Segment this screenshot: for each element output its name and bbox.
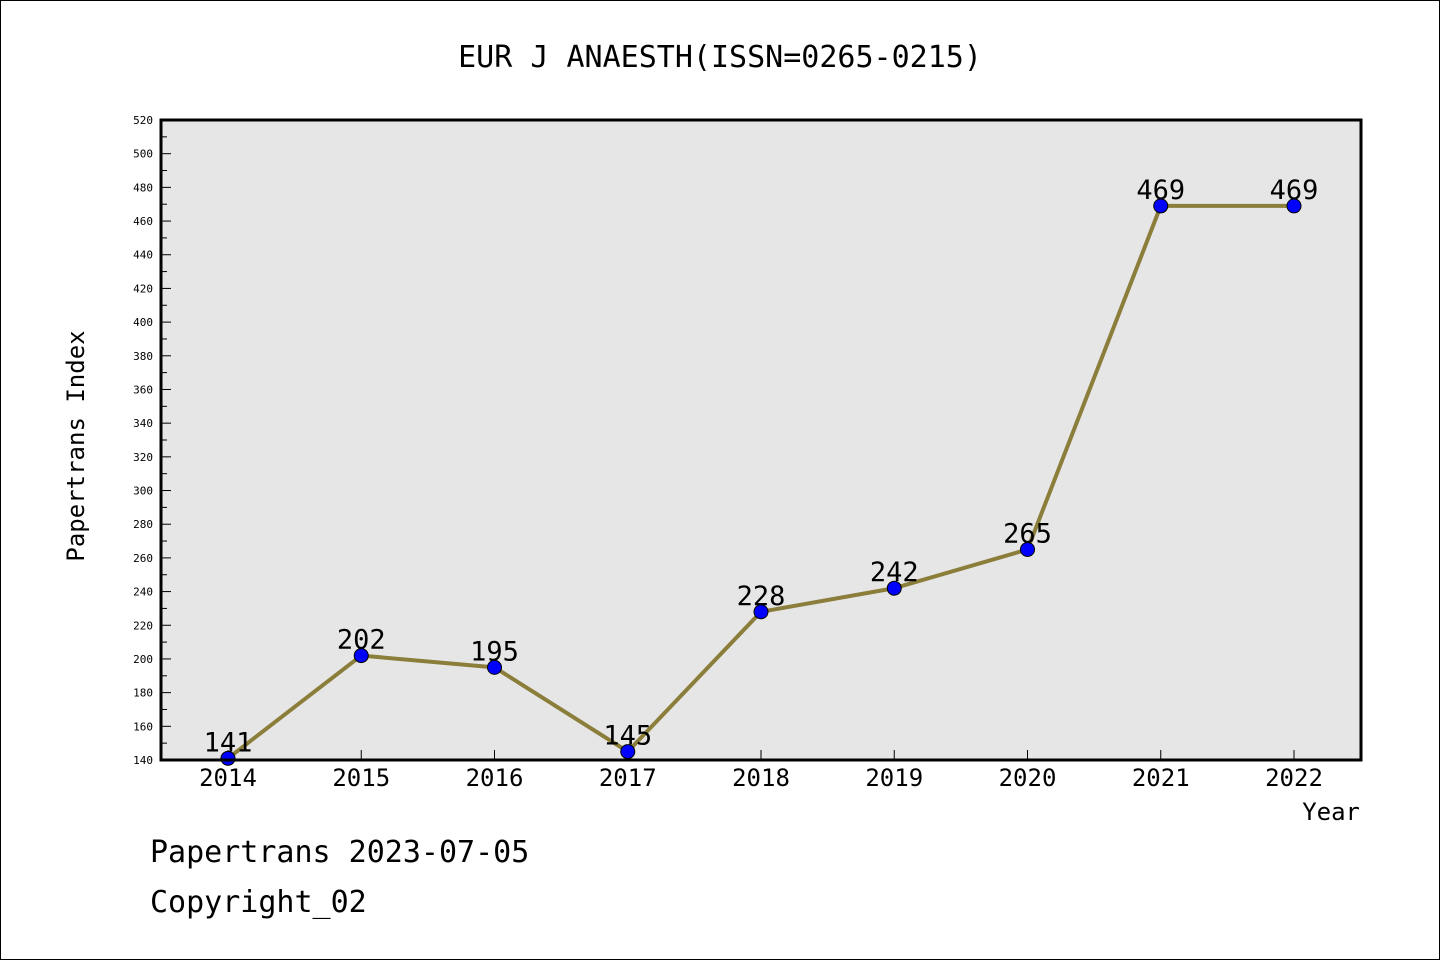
data-point-marker [220,750,236,766]
data-point-marker [487,659,502,675]
y-tick-label: 240 [133,586,153,599]
x-tick-label: 2015 [332,764,390,792]
y-tick-label: 260 [133,552,153,565]
y-tick-label: 440 [133,249,153,262]
y-tick-label: 400 [133,316,153,329]
y-tick-label: 520 [133,114,153,127]
y-tick-label: 500 [133,148,153,161]
x-axis-ticks: 2014 2015 2016 2017 2018 2019 2020 2021 2022 [199,750,1323,792]
y-axis-label: Papertrans Index [62,330,90,561]
x-tick-label: 2021 [1132,764,1190,792]
data-label: 195 [470,636,519,667]
y-tick-label: 420 [133,282,153,295]
data-point-marker [1020,541,1035,557]
footer-date-text: Papertrans 2023-07-05 [150,835,530,870]
x-tick-label: 2016 [466,764,524,792]
y-tick-label: 360 [133,383,153,396]
x-tick-label: 2014 [199,764,257,792]
data-label: 265 [1003,518,1052,549]
data-label: 145 [603,721,652,752]
data-label: 469 [1270,175,1319,206]
y-tick-label: 460 [133,215,153,228]
data-label: 202 [337,625,386,656]
data-label: 242 [870,557,919,588]
data-point-marker [886,580,902,596]
y-tick-label: 180 [133,687,153,700]
data-label: 228 [737,581,786,612]
y-tick-label: 220 [133,619,153,632]
x-tick-label: 2022 [1265,764,1323,792]
data-points [220,198,1302,766]
x-tick-label: 2019 [865,764,923,792]
data-label: 469 [1136,175,1185,206]
plot-border [159,118,1363,762]
chart-title: EUR J ANAESTH(ISSN=0265-0215) [458,40,982,75]
x-tick-label: 2018 [732,764,790,792]
x-tick-label: 2020 [999,764,1057,792]
y-tick-label: 280 [133,518,153,531]
data-labels: 141 202 195 145 228 242 265 469 469 [204,175,1319,758]
y-tick-label: 160 [133,720,153,733]
y-tick-label: 380 [133,350,153,363]
data-point-marker [1153,198,1169,214]
x-axis-label: Year [1302,798,1360,826]
footer-copyright-text: Copyright_02 [150,885,367,920]
x-tick-label: 2017 [599,764,657,792]
y-tick-label: 320 [133,451,153,464]
y-tick-label: 300 [133,485,153,498]
data-point-marker [753,604,769,620]
y-axis-ticks: 140 160 180 200 220 240 260 280 300 320 340 360 380 4… [133,114,171,767]
y-tick-label: 140 [133,754,153,767]
data-point-marker [353,648,369,664]
data-point-marker [1286,198,1302,214]
y-tick-label: 200 [133,653,153,666]
y-tick-label: 340 [133,417,153,430]
data-label: 141 [204,727,253,758]
plot-area [161,120,1361,760]
y-tick-label: 480 [133,181,153,194]
